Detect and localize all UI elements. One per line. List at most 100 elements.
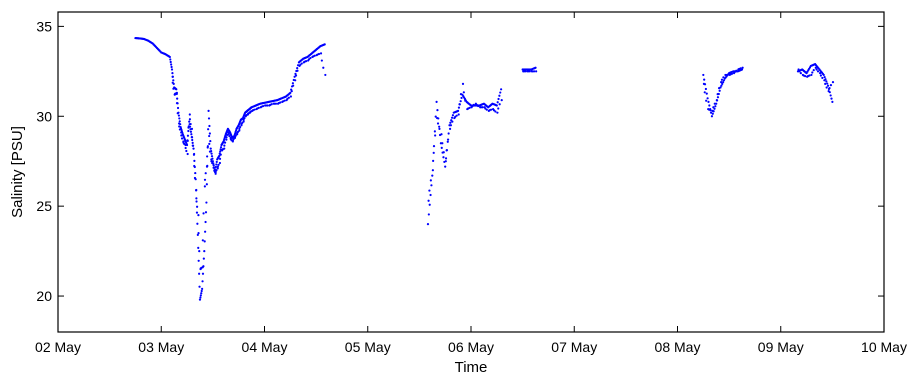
data-point <box>703 83 707 86</box>
data-point <box>462 91 465 94</box>
data-point <box>210 152 213 155</box>
data-point <box>176 97 179 100</box>
data-point <box>811 71 814 74</box>
data-point <box>197 232 200 235</box>
data-point <box>198 272 201 275</box>
data-point <box>215 169 218 172</box>
data-point <box>528 70 531 73</box>
data-point <box>290 90 293 93</box>
data-point <box>212 164 215 167</box>
data-point <box>492 109 496 112</box>
data-point <box>720 81 723 84</box>
data-point <box>733 70 736 74</box>
data-point <box>428 203 431 206</box>
data-point <box>261 104 265 108</box>
data-point <box>197 214 200 217</box>
data-point <box>188 125 192 128</box>
data-point <box>198 285 201 288</box>
data-point <box>826 84 830 87</box>
x-axis-label: Time <box>455 359 488 376</box>
data-point <box>208 142 211 145</box>
data-point <box>436 122 440 125</box>
plot-area <box>58 12 884 332</box>
data-point <box>440 133 443 136</box>
data-point <box>495 104 498 107</box>
data-point <box>706 97 709 100</box>
data-point <box>434 115 437 118</box>
data-point <box>828 91 831 94</box>
data-point <box>317 52 321 56</box>
data-point <box>825 86 828 89</box>
axis-ticks: 02 May 03 May 04 May 05 May 06 May 07 May 08 M… <box>35 12 907 355</box>
data-point <box>266 104 269 107</box>
data-point <box>829 84 833 87</box>
data-point <box>171 72 174 75</box>
data-point <box>440 146 443 150</box>
data-point <box>204 211 208 214</box>
data-point <box>533 70 536 73</box>
data-point <box>497 97 500 101</box>
data-point <box>178 117 181 120</box>
data-point <box>176 106 180 110</box>
data-point <box>442 156 445 159</box>
data-point <box>828 87 831 90</box>
data-point <box>195 189 198 192</box>
data-point <box>206 155 209 158</box>
data-point <box>740 68 744 71</box>
data-point <box>217 163 220 166</box>
data-point <box>705 92 708 95</box>
data-point <box>497 107 500 110</box>
data-point <box>450 116 454 119</box>
data-point <box>300 62 303 65</box>
data-point <box>798 70 801 73</box>
data-point <box>206 145 209 148</box>
data-point <box>291 82 294 85</box>
data-point <box>741 66 744 69</box>
data-point <box>203 178 207 181</box>
data-point <box>207 109 210 112</box>
x-tick-label: 10 May <box>861 339 907 355</box>
data-point <box>208 132 211 135</box>
data-point <box>198 250 201 253</box>
data-point <box>190 127 194 130</box>
data-point <box>210 155 214 158</box>
data-point <box>716 96 720 99</box>
data-point <box>304 60 308 63</box>
data-point <box>177 114 180 117</box>
data-point <box>207 117 211 120</box>
data-point <box>709 111 713 114</box>
data-point <box>214 165 217 169</box>
data-point <box>704 87 707 91</box>
data-point <box>195 200 198 203</box>
data-point <box>712 106 715 109</box>
data-point <box>242 118 245 121</box>
data-point <box>444 157 448 160</box>
data-point <box>324 73 327 77</box>
data-point <box>180 137 184 140</box>
data-point <box>702 73 705 77</box>
data-point <box>197 259 200 262</box>
data-point <box>320 59 323 62</box>
data-point <box>188 118 192 121</box>
data-point <box>188 113 191 116</box>
data-point <box>195 211 199 214</box>
data-point <box>458 103 461 106</box>
data-point <box>444 165 447 168</box>
data-point <box>219 150 222 153</box>
data-point <box>456 109 460 112</box>
data-point <box>804 75 807 78</box>
data-point <box>816 70 820 73</box>
data-point <box>720 78 724 81</box>
data-point <box>499 91 502 94</box>
data-point <box>722 79 726 82</box>
data-point <box>212 162 215 165</box>
data-point <box>198 298 202 301</box>
data-point <box>432 151 435 154</box>
data-point <box>534 66 537 69</box>
data-point <box>223 144 226 147</box>
data-point <box>823 75 826 79</box>
data-point <box>210 150 213 153</box>
data-point <box>175 101 179 105</box>
data-point <box>436 109 439 112</box>
data-point <box>286 97 289 100</box>
